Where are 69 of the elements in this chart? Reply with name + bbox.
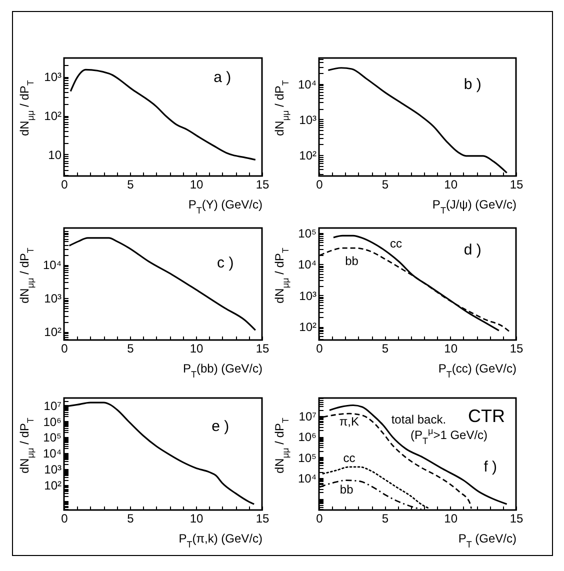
y-tick-label: 10² [44, 109, 62, 124]
y-tick-label: 10⁴ [298, 258, 316, 272]
annotation: f ) [484, 458, 498, 476]
x-tick-label: 0 [316, 512, 324, 526]
x-tick-label: 15 [256, 512, 270, 526]
series-label: cc [390, 236, 402, 250]
series-label: π,K [339, 414, 360, 429]
x-tick-label: 10 [190, 512, 204, 526]
x-axis-title: P$_{T}$(Υ) (GeV/c) [188, 198, 262, 216]
annotation: CTR [468, 406, 505, 426]
x-tick-label: 5 [127, 342, 134, 356]
annotation: a ) [214, 68, 232, 86]
y-tick-label: 10³ [44, 70, 62, 84]
x-axis-title: P$_{T}$ (GeV/c) [458, 532, 517, 550]
x-tick-label: 5 [382, 512, 389, 526]
y-tick-label: 10² [299, 320, 317, 334]
y-tick-label: 10⁵ [298, 450, 317, 465]
x-tick-label: 0 [316, 178, 324, 192]
series-label: cc [343, 450, 356, 465]
series-label: bb [340, 482, 354, 496]
annotation: b ) [464, 76, 482, 93]
annotation: e ) [212, 418, 230, 435]
y-tick-label: 10⁷ [44, 398, 62, 413]
x-tick-label: 10 [444, 178, 458, 192]
line-series [328, 404, 508, 505]
x-tick-label: 0 [61, 178, 68, 192]
x-tick-label: 5 [127, 178, 134, 192]
x-tick-label: 10 [190, 178, 204, 192]
x-tick-label: 10 [190, 342, 204, 356]
y-tick-label: 10² [299, 148, 317, 163]
x-axis-title: P$_{T}$(J/ψ) (GeV/c) [432, 198, 516, 216]
y-tick-label: 10⁶ [43, 414, 62, 429]
y-tick-label: 10² [44, 478, 62, 493]
y-tick-label: 10³ [44, 462, 62, 477]
x-axis-title: P$_{T}$(cc) (GeV/c) [438, 362, 516, 380]
y-tick-label: 10 [48, 148, 62, 162]
x-tick-label: 15 [256, 342, 270, 356]
y-tick-label: 10⁴ [298, 471, 316, 486]
x-tick-label: 0 [61, 342, 68, 356]
y-tick-label: 10³ [299, 288, 317, 303]
x-tick-label: 15 [510, 342, 524, 356]
x-tick-label: 5 [382, 178, 389, 192]
series-label: bb [345, 254, 359, 268]
annotation: c ) [217, 254, 234, 272]
y-tick-label: 10⁵ [43, 430, 62, 445]
x-tick-label: 0 [61, 512, 68, 526]
x-axis-title: P$_{T}$(π,k) (GeV/c) [178, 532, 262, 550]
annotation: d ) [464, 241, 482, 258]
x-tick-label: 15 [510, 512, 524, 526]
annotation: (P$_{T}$$^{μ}$>1 GeV/c) [410, 426, 488, 446]
line-series [327, 67, 508, 174]
x-tick-label: 10 [444, 512, 458, 526]
y-tick-label: 10⁴ [298, 77, 316, 92]
x-tick-label: 15 [256, 178, 270, 192]
y-tick-label: 10⁴ [42, 258, 62, 272]
y-tick-label: 10² [44, 325, 62, 340]
series-label: total back. [391, 412, 446, 426]
y-tick-label: 10⁵ [298, 226, 317, 241]
y-tick-label: 10³ [299, 112, 317, 127]
y-tick-label: 10⁶ [298, 430, 317, 444]
x-tick-label: 15 [510, 178, 524, 192]
x-tick-label: 5 [127, 512, 134, 526]
x-tick-label: 10 [444, 342, 458, 356]
x-axis-title: P$_{T}$(bb) (GeV/c) [182, 362, 262, 380]
y-tick-label: 10⁷ [298, 409, 316, 424]
x-tick-label: 0 [316, 342, 324, 356]
y-tick-label: 10⁴ [42, 446, 62, 461]
y-tick-label: 10³ [44, 292, 62, 306]
x-tick-label: 5 [382, 342, 389, 356]
